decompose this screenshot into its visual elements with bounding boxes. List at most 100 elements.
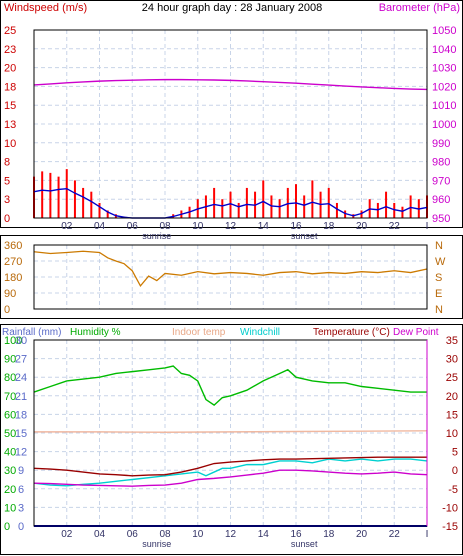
x-tick-label: 20 [356, 221, 368, 232]
y-tick-label-humidity: 60 [4, 409, 16, 421]
y-tick-label-humidity: 20 [4, 484, 16, 496]
y-tick-label-windspeed: 8 [4, 157, 10, 169]
y-tick-label-windspeed: 10 [4, 138, 16, 150]
plot-area-direction [33, 244, 428, 310]
y-tick-label-temperature: 35 [446, 335, 458, 347]
y-tick-label-barometer: 1010 [432, 100, 456, 112]
legend-windspeed: Windspeed (m/s) [4, 2, 87, 14]
y-tick-label-temperature: 25 [446, 372, 458, 384]
y-tick-label-rainfall: 15 [15, 428, 27, 440]
x-tick-label: 22 [389, 221, 401, 232]
sunrise-label: sunrise [142, 539, 171, 549]
y-tick-label-humidity: 90 [4, 354, 16, 366]
sunrise-label: sunrise [142, 231, 171, 241]
series-line [33, 365, 427, 406]
plot-area-wind [33, 29, 428, 219]
y-tick-label-barometer: 980 [432, 157, 450, 169]
x-tick-label: 18 [323, 529, 335, 540]
y-tick-label-windspeed: 23 [4, 44, 16, 56]
y-tick-label-temperature: 30 [446, 354, 458, 366]
x-tick-label: 16 [290, 221, 302, 232]
legend-temperature: Temperature (°C) [313, 327, 390, 338]
series-line [34, 430, 428, 433]
sunset-label: sunset [291, 231, 318, 241]
y-tick-label-direction: 360 [4, 240, 22, 252]
x-tick-label: 06 [127, 529, 139, 540]
y-tick-label-humidity: 80 [4, 372, 16, 384]
x-tick-label: 02 [61, 529, 73, 540]
y-tick-label-rainfall: 6 [18, 484, 24, 496]
compass-label: E [435, 288, 442, 300]
y-tick-label-barometer: 1020 [432, 81, 456, 93]
y-tick-label-humidity: 100 [4, 335, 22, 347]
y-tick-label-temperature: 0 [452, 465, 458, 477]
y-tick-label-temperature: 10 [446, 428, 458, 440]
y-tick-label-humidity: 0 [4, 521, 10, 533]
y-tick-label-barometer: 1040 [432, 44, 456, 56]
y-tick-label-rainfall: 3 [18, 502, 24, 514]
y-tick-label-humidity: 50 [4, 428, 16, 440]
y-tick-label-direction: 90 [4, 288, 16, 300]
y-tick-label-humidity: 30 [4, 465, 16, 477]
y-tick-label-barometer: 1030 [432, 63, 456, 75]
compass-label: N [435, 304, 443, 316]
y-tick-label-direction: 270 [4, 256, 22, 268]
x-tick-label: 16 [290, 529, 302, 540]
legend-humidity: Humidity % [70, 327, 121, 338]
y-tick-label-barometer: 1050 [432, 25, 456, 37]
legend-indoor-temp: Indoor temp [172, 327, 226, 338]
y-tick-label-rainfall: 18 [15, 409, 27, 421]
x-tick-label: 08 [159, 221, 171, 232]
sunset-label: sunset [291, 539, 318, 549]
series-line [33, 458, 428, 487]
y-tick-label-temperature: 5 [452, 447, 458, 459]
legend-dew-point: Dew Point [393, 327, 439, 338]
x-tick-label: 14 [258, 529, 270, 540]
compass-label: S [435, 272, 442, 284]
y-tick-label-rainfall: 30 [15, 335, 27, 347]
series-line [33, 469, 428, 487]
x-tick-label: 12 [225, 529, 237, 540]
y-tick-label-rainfall: 27 [15, 354, 27, 366]
y-tick-label-temperature: -10 [442, 502, 458, 514]
x-tick-label: 18 [323, 221, 335, 232]
y-tick-label-barometer: 960 [432, 194, 450, 206]
y-tick-label-rainfall: 0 [18, 521, 24, 533]
y-tick-label-temperature: 20 [446, 391, 458, 403]
x-tick-label: 08 [159, 529, 171, 540]
x-tick-label: 10 [192, 221, 204, 232]
wind-direction-line [33, 250, 428, 288]
x-tick-label: I [426, 529, 429, 540]
series-line [33, 78, 428, 91]
y-tick-label-windspeed: 15 [4, 100, 16, 112]
x-tick-label: 04 [94, 529, 106, 540]
y-tick-label-temperature: 15 [446, 409, 458, 421]
x-tick-label: I [426, 221, 429, 232]
legend-barometer: Barometer (hPa) [379, 2, 460, 14]
y-tick-label-temperature: -5 [448, 484, 458, 496]
compass-label: W [435, 256, 446, 268]
y-tick-label-rainfall: 12 [15, 447, 27, 459]
y-tick-label-rainfall: 9 [18, 465, 24, 477]
series-line [33, 456, 427, 477]
y-tick-label-rainfall: 21 [15, 391, 27, 403]
y-tick-label-direction: 0 [4, 304, 10, 316]
series-line [33, 187, 428, 219]
chart-title: 24 hour graph day : 28 January 2008 [142, 2, 322, 14]
y-tick-label-windspeed: 18 [4, 81, 16, 93]
y-tick-label-barometer: 970 [432, 175, 450, 187]
y-tick-label-windspeed: 5 [4, 175, 10, 187]
x-tick-label: 20 [356, 529, 368, 540]
y-tick-label-rainfall: 24 [15, 372, 27, 384]
y-tick-label-temperature: -15 [442, 521, 458, 533]
y-tick-label-windspeed: 0 [4, 213, 10, 225]
x-tick-label: 06 [127, 221, 139, 232]
legend-windchill: Windchill [240, 327, 280, 338]
y-tick-label-humidity: 10 [4, 502, 16, 514]
x-tick-label: 14 [258, 221, 270, 232]
x-tick-label: 12 [225, 221, 237, 232]
x-tick-label: 02 [61, 221, 73, 232]
y-tick-label-barometer: 950 [432, 213, 450, 225]
compass-label: N [435, 240, 443, 252]
